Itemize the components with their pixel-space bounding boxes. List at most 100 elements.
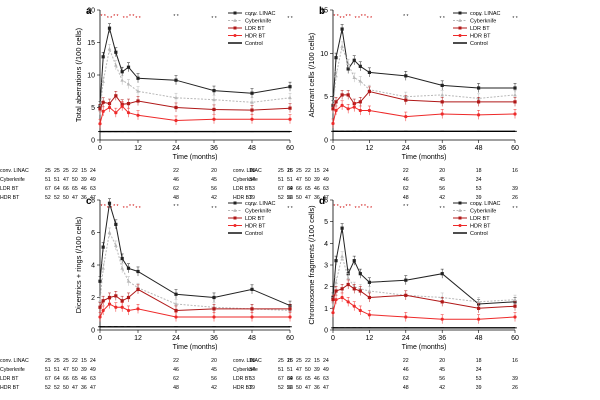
legend-entry: HDR BT bbox=[453, 34, 491, 40]
table-cell: 49 bbox=[323, 367, 329, 373]
table-cell: 50 bbox=[63, 195, 69, 201]
significance-marker: * * bbox=[355, 16, 360, 22]
table-cell: 47 bbox=[72, 385, 78, 391]
significance-marker: * * bbox=[135, 206, 140, 212]
table-cell: 65 bbox=[305, 376, 311, 382]
data-point bbox=[101, 55, 105, 59]
data-point bbox=[101, 308, 105, 313]
data-point bbox=[212, 97, 216, 102]
table-cell: 18 bbox=[476, 168, 482, 174]
legend-entry: LDR BT bbox=[228, 26, 265, 32]
x-tick-label: 12 bbox=[366, 335, 374, 342]
legend-label: LDR BT bbox=[470, 216, 490, 222]
data-point bbox=[334, 108, 338, 113]
significance-marker: * * bbox=[129, 14, 134, 20]
y-axis-title: Total aberrations (/100 cells) bbox=[74, 27, 83, 122]
data-point bbox=[98, 279, 102, 283]
y-tick-label: 5 bbox=[324, 219, 328, 226]
y-tick-label: 5 bbox=[324, 94, 328, 101]
significance-marker: * * bbox=[129, 204, 134, 210]
table-cell: 64 bbox=[54, 376, 60, 382]
data-point bbox=[212, 89, 216, 93]
series-hdr-bt bbox=[331, 292, 517, 324]
significance-marker: * * bbox=[333, 204, 338, 210]
table-cell: 66 bbox=[63, 186, 69, 192]
data-point bbox=[346, 93, 350, 97]
data-point bbox=[440, 300, 444, 304]
data-point bbox=[404, 278, 408, 282]
data-point bbox=[340, 287, 344, 291]
table-cell: 47 bbox=[323, 195, 329, 201]
table-cell: 53 bbox=[249, 186, 255, 192]
x-tick-label: 36 bbox=[438, 335, 446, 342]
x-tick-label: 48 bbox=[475, 145, 483, 152]
table-row-label: Cyberknife bbox=[233, 367, 258, 373]
data-point bbox=[352, 259, 356, 263]
table-cell: 62 bbox=[403, 186, 409, 192]
legend-marker bbox=[233, 18, 237, 22]
legend-marker bbox=[233, 216, 237, 220]
data-point bbox=[288, 307, 292, 311]
data-point bbox=[174, 302, 178, 306]
data-point bbox=[212, 315, 216, 319]
data-point bbox=[101, 299, 105, 303]
data-point bbox=[107, 26, 112, 30]
data-point bbox=[367, 89, 371, 94]
table-cell: 25 bbox=[278, 168, 284, 174]
series-conv-linac bbox=[98, 198, 292, 311]
table-cell: 39 bbox=[512, 186, 518, 192]
y-tick-label: 3 bbox=[324, 263, 328, 270]
table-cell: 16 bbox=[287, 358, 293, 364]
data-point bbox=[126, 111, 131, 115]
y-tick-label: 0 bbox=[324, 328, 328, 335]
data-point bbox=[212, 295, 216, 300]
x-tick-label: 12 bbox=[134, 335, 142, 342]
table-cell: 26 bbox=[512, 385, 518, 391]
table-cell: 24 bbox=[323, 168, 329, 174]
table-cell: 63 bbox=[323, 376, 329, 382]
data-point bbox=[334, 100, 338, 104]
x-tick-label: 36 bbox=[210, 145, 218, 152]
data-point bbox=[358, 289, 362, 293]
y-tick-label: 0 bbox=[91, 138, 95, 145]
data-point bbox=[120, 256, 124, 261]
legend-entry: Cyberknife bbox=[228, 18, 271, 25]
table-cell: 25 bbox=[287, 168, 293, 174]
legend-marker bbox=[233, 201, 237, 205]
table-cell: 52 bbox=[54, 385, 60, 391]
table-cell: 63 bbox=[90, 186, 96, 192]
legend-entry: LDR BT bbox=[228, 216, 265, 222]
table-cell: 48 bbox=[403, 385, 409, 391]
table-cell: 39 bbox=[314, 177, 320, 183]
table-cell: 65 bbox=[72, 186, 78, 192]
data-point bbox=[334, 280, 338, 284]
legend-marker bbox=[233, 208, 237, 212]
table-cell: 46 bbox=[314, 186, 320, 192]
y-tick-label: 15 bbox=[87, 40, 95, 47]
series-hdr-bt bbox=[331, 100, 517, 129]
legend-label: HDR BT bbox=[245, 224, 266, 230]
significance-marker: * * bbox=[211, 16, 216, 22]
table-cell: 46 bbox=[81, 376, 87, 382]
data-point bbox=[288, 315, 292, 319]
table-row-label: Cyberknife bbox=[233, 177, 258, 183]
table-cell: 51 bbox=[278, 367, 284, 373]
significance-marker: * * bbox=[113, 14, 118, 20]
table-row-label: conv. LINAC bbox=[0, 168, 29, 174]
table-cell: 66 bbox=[296, 186, 302, 192]
data-point bbox=[98, 107, 102, 111]
table-cell: 22 bbox=[403, 168, 409, 174]
table-cell: 52 bbox=[278, 195, 284, 201]
table-cell: 20 bbox=[439, 168, 445, 174]
data-point bbox=[352, 58, 356, 62]
panel-letter: b bbox=[319, 6, 325, 17]
significance-marker: * * bbox=[287, 16, 292, 22]
table-cell: 67 bbox=[278, 376, 284, 382]
data-point bbox=[107, 201, 112, 205]
data-point bbox=[346, 107, 350, 111]
data-point bbox=[101, 245, 105, 249]
table-cell: 24 bbox=[323, 358, 329, 364]
significance-marker: * * bbox=[367, 206, 372, 212]
data-point bbox=[288, 85, 292, 89]
